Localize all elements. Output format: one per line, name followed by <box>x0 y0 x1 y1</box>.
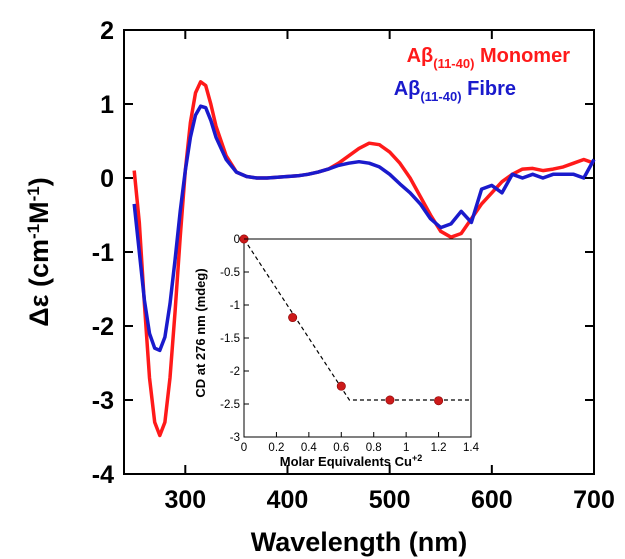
inset-data-point <box>434 396 444 406</box>
inset-x-tick-label: 1.2 <box>431 442 447 454</box>
inset-y-tick-label: 0 <box>234 234 240 246</box>
main-y-tick-label: -3 <box>92 387 114 415</box>
inset-y-axis-ticks: 0 -0.5 -1 -1.5 -2 -2.5 -3 <box>220 234 249 444</box>
legend-fibre-base: Aβ <box>394 78 421 100</box>
legend: Aβ(11-40) Monomer Aβ(11-40) Fibre <box>394 45 571 104</box>
legend-monomer-rest: Monomer <box>474 45 570 67</box>
legend-fibre-rest: Fibre <box>462 78 516 100</box>
inset-data-point <box>385 395 395 405</box>
main-y-axis-ticks: -4 -3 -2 -1 0 1 2 <box>92 17 594 489</box>
inset-chart: 0 0.2 0.4 0.6 0.8 1 1.2 1.4 0 -0.5 -1 -1.5 -2 -2.5 -3… <box>193 234 480 469</box>
inset-y-axis-title: CD at 276 nm (mdeg) <box>193 268 208 397</box>
main-x-axis-ticks: 300 400 500 600 700 <box>164 30 615 514</box>
main-x-tick-label: 300 <box>164 486 206 514</box>
main-x-tick-label: 400 <box>267 486 309 514</box>
main-y-tick-label: 0 <box>100 165 114 193</box>
main-y-tick-label: -1 <box>92 239 114 267</box>
legend-monomer-base: Aβ <box>407 45 434 67</box>
series-line-1 <box>132 104 596 353</box>
y-title-base: Δε (cm <box>24 239 54 327</box>
inset-x-axis-ticks: 0 0.2 0.4 0.6 0.8 1 1.2 1.4 <box>241 432 480 454</box>
main-y-tick-label: 2 <box>100 17 114 45</box>
inset-x-axis-title: Molar Equivalents Cu+2 <box>280 453 422 469</box>
legend-monomer-sub: (11-40) <box>433 56 474 71</box>
main-y-tick-label: -4 <box>92 461 114 489</box>
main-x-axis-title: Wavelength (nm) <box>251 527 468 557</box>
inset-x-title-base: Molar Equivalents Cu <box>280 454 412 469</box>
inset-x-tick-label: 0.6 <box>333 442 349 454</box>
main-y-tick-label: -2 <box>92 313 114 341</box>
legend-entry-monomer: Aβ(11-40) Monomer <box>407 45 571 71</box>
inset-x-tick-label: 0 <box>241 442 247 454</box>
inset-x-tick-label: 1.4 <box>463 442 480 454</box>
main-y-axis-title: Δε (cm-1M-1) <box>24 177 55 327</box>
inset-background <box>244 239 471 437</box>
main-chart: 300 400 500 600 700 -4 -3 -2 -1 0 1 2 Wavelength (… <box>24 17 615 557</box>
inset-fit-group <box>243 238 471 401</box>
legend-entry-fibre: Aβ(11-40) Fibre <box>394 78 516 104</box>
inset-x-title-sup: +2 <box>412 453 422 463</box>
y-title-mid: M <box>24 201 54 224</box>
main-series-group <box>132 80 596 438</box>
main-y-tick-label: 1 <box>100 91 114 119</box>
inset-y-tick-label: -2.5 <box>220 399 240 411</box>
legend-fibre-sub: (11-40) <box>420 89 461 104</box>
inset-y-tick-label: -1 <box>230 300 240 312</box>
main-x-tick-label: 500 <box>369 486 411 514</box>
inset-fit-line <box>243 238 471 401</box>
inset-x-tick-label: 1 <box>403 442 409 454</box>
inset-y-tick-label: -3 <box>230 432 240 444</box>
inset-x-tick-label: 0.2 <box>268 442 284 454</box>
inset-y-tick-label: -0.5 <box>220 267 240 279</box>
inset-x-tick-label: 0.4 <box>301 442 318 454</box>
inset-y-tick-label: -2 <box>230 366 240 378</box>
main-x-tick-label: 700 <box>573 486 615 514</box>
inset-x-tick-label: 0.8 <box>366 442 382 454</box>
y-title-end: ) <box>24 177 54 186</box>
main-x-tick-label: 600 <box>471 486 513 514</box>
inset-y-tick-label: -1.5 <box>220 333 240 345</box>
y-title-sup2: -1 <box>24 186 43 201</box>
inset-data-point <box>288 313 298 323</box>
y-title-sup1: -1 <box>24 224 43 239</box>
inset-data-point <box>336 381 346 391</box>
